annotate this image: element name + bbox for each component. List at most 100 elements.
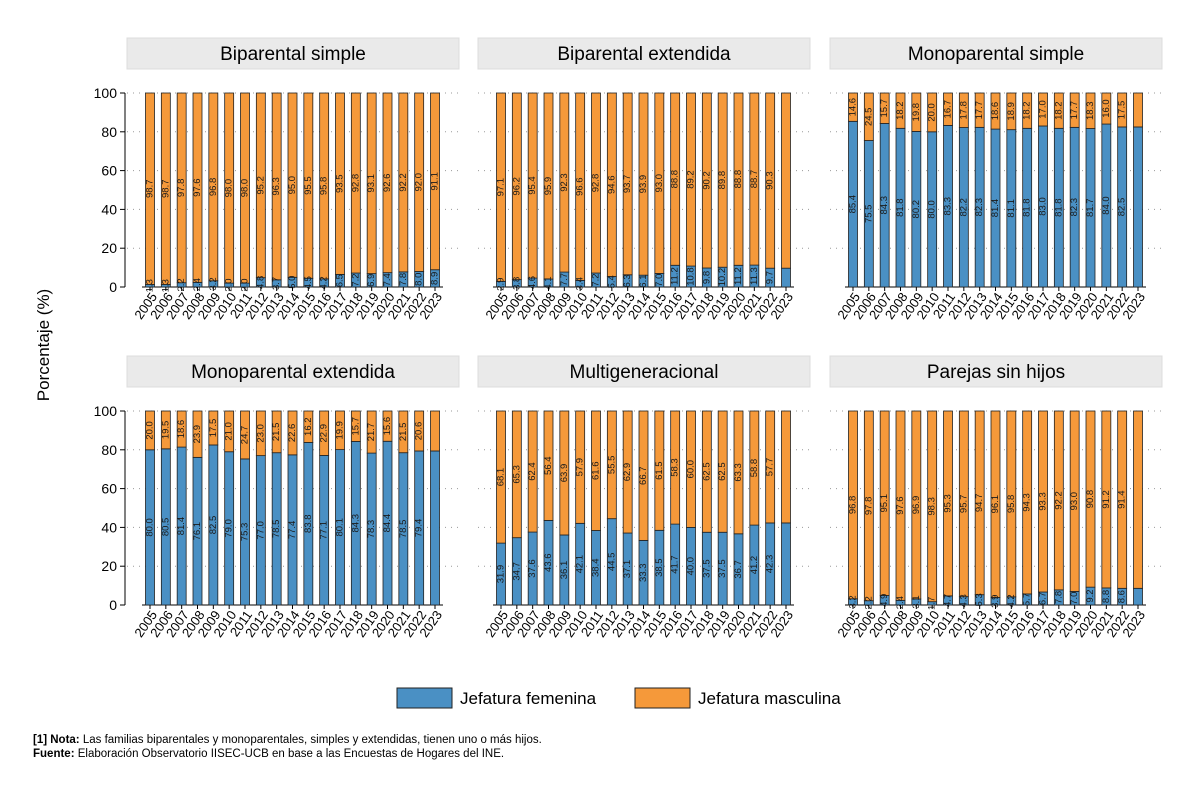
bar-male	[255, 410, 266, 457]
label-female: 40.0	[686, 557, 697, 576]
bar-female	[430, 450, 440, 606]
legend-label-female: Jefatura femenina	[460, 689, 597, 708]
label-male: 20.6	[414, 422, 425, 441]
bar-male	[686, 92, 696, 267]
label-male: 57.7	[765, 458, 776, 477]
label-female: 8.8	[1101, 590, 1112, 603]
label-male: 97.8	[176, 179, 187, 198]
label-male: 15.7	[350, 417, 361, 436]
bar-male	[559, 92, 570, 273]
label-male: 55.5	[606, 456, 617, 475]
label-male: 19.8	[911, 103, 922, 122]
label-female: 7.8	[398, 273, 409, 286]
label-male: 91.4	[1117, 490, 1128, 509]
label-male: 61.5	[654, 461, 665, 480]
bar-male	[638, 410, 649, 541]
label-male: 96.8	[208, 178, 219, 197]
label-male: 95.3	[943, 494, 954, 513]
label-male: 18.6	[176, 420, 187, 439]
label-male: 93.0	[1069, 492, 1080, 511]
label-female: 81.1	[1006, 199, 1017, 218]
bar-male	[733, 92, 744, 266]
legend-swatch-male	[634, 687, 691, 709]
bar-male	[366, 92, 377, 275]
label-male: 95.9	[543, 177, 554, 196]
label-female: 82.3	[974, 198, 985, 217]
label-male: 95.8	[1006, 495, 1017, 513]
label-male: 17.5	[208, 419, 219, 438]
bar-male	[208, 410, 219, 446]
bar-male	[1085, 410, 1096, 588]
label-female: 7.8	[1053, 591, 1064, 604]
label-female: 4.8	[255, 276, 266, 289]
label-male: 96.1	[990, 495, 1001, 514]
label-female: 2.2	[176, 278, 187, 291]
bar-male	[1133, 410, 1143, 589]
label-female: 7.2	[350, 273, 361, 286]
label-male: 18.2	[1022, 101, 1033, 120]
label-female: 42.1	[575, 555, 586, 574]
label-male: 68.1	[496, 468, 507, 487]
label-female: 2.4	[192, 278, 203, 291]
label-female: 8.0	[414, 273, 425, 286]
label-male: 21.5	[398, 423, 409, 442]
bar-male	[303, 410, 314, 443]
label-male: 95.4	[527, 176, 538, 195]
label-male: 17.5	[1117, 101, 1128, 120]
label-female: 84.3	[879, 196, 890, 215]
label-male: 94.3	[1022, 493, 1033, 512]
label-male: 89.8	[717, 171, 728, 190]
bar-male	[911, 92, 922, 132]
label-female: 80.0	[145, 518, 156, 537]
bar-male	[943, 92, 953, 126]
label-male: 18.2	[1053, 101, 1064, 120]
label-male: 61.6	[591, 462, 602, 481]
label-female: 78.5	[271, 520, 282, 539]
label-male: 20.0	[927, 103, 938, 122]
label-female: 5.7	[1022, 593, 1033, 606]
note-line: [1] Nota: Las familias biparentales y mo…	[33, 733, 542, 747]
label-female: 85.4	[848, 195, 859, 214]
bar-male	[749, 92, 760, 266]
bar-female	[781, 522, 791, 606]
panel-5: Multigeneracional31.968.1200534.765.3200…	[477, 355, 811, 640]
legend-label-male: Jefatura masculina	[698, 689, 841, 708]
y-tick-label: 80	[101, 442, 117, 458]
label-female: 81.7	[1085, 199, 1096, 218]
bar-male	[781, 410, 791, 524]
label-female: 4.5	[303, 276, 314, 289]
panel-title: Biparental extendida	[557, 44, 731, 65]
panel-1: Biparental simple0204060801001.398.72005…	[94, 37, 460, 322]
label-female: 9.7	[765, 271, 776, 284]
panel-4: Monoparental extendida 0 20 40 60 80 100 80.0 20…	[94, 355, 460, 640]
panel-header	[126, 355, 460, 388]
label-female: 4.3	[958, 594, 969, 607]
label-female: 77.1	[319, 521, 330, 540]
bar-male	[927, 92, 938, 133]
label-female: 75.5	[863, 205, 874, 224]
label-female: 84.0	[1101, 196, 1112, 215]
bar-male	[863, 410, 874, 602]
label-female: 33.3	[638, 563, 649, 582]
bar-male	[781, 92, 791, 269]
label-female: 4.1	[543, 276, 554, 289]
bar-male	[591, 92, 601, 274]
bar-male	[575, 410, 586, 524]
bar-male	[895, 92, 906, 129]
label-male: 93.3	[1038, 492, 1049, 511]
bar-male	[1117, 410, 1128, 589]
label-female: 41.2	[749, 556, 760, 575]
label-male: 21.7	[366, 423, 377, 442]
label-male: 95.2	[255, 176, 266, 195]
label-female: 2.0	[224, 278, 235, 291]
label-male: 88.7	[749, 170, 760, 189]
label-female: 44.5	[606, 553, 617, 572]
label-male: 17.8	[958, 101, 969, 120]
bar-male	[717, 410, 728, 533]
label-female: 75.3	[240, 523, 251, 542]
label-male: 63.9	[559, 464, 570, 483]
label-male: 15.6	[382, 417, 393, 436]
label-male: 17.7	[974, 101, 985, 120]
label-female: 2.4	[895, 596, 906, 609]
bar-male	[208, 92, 219, 282]
